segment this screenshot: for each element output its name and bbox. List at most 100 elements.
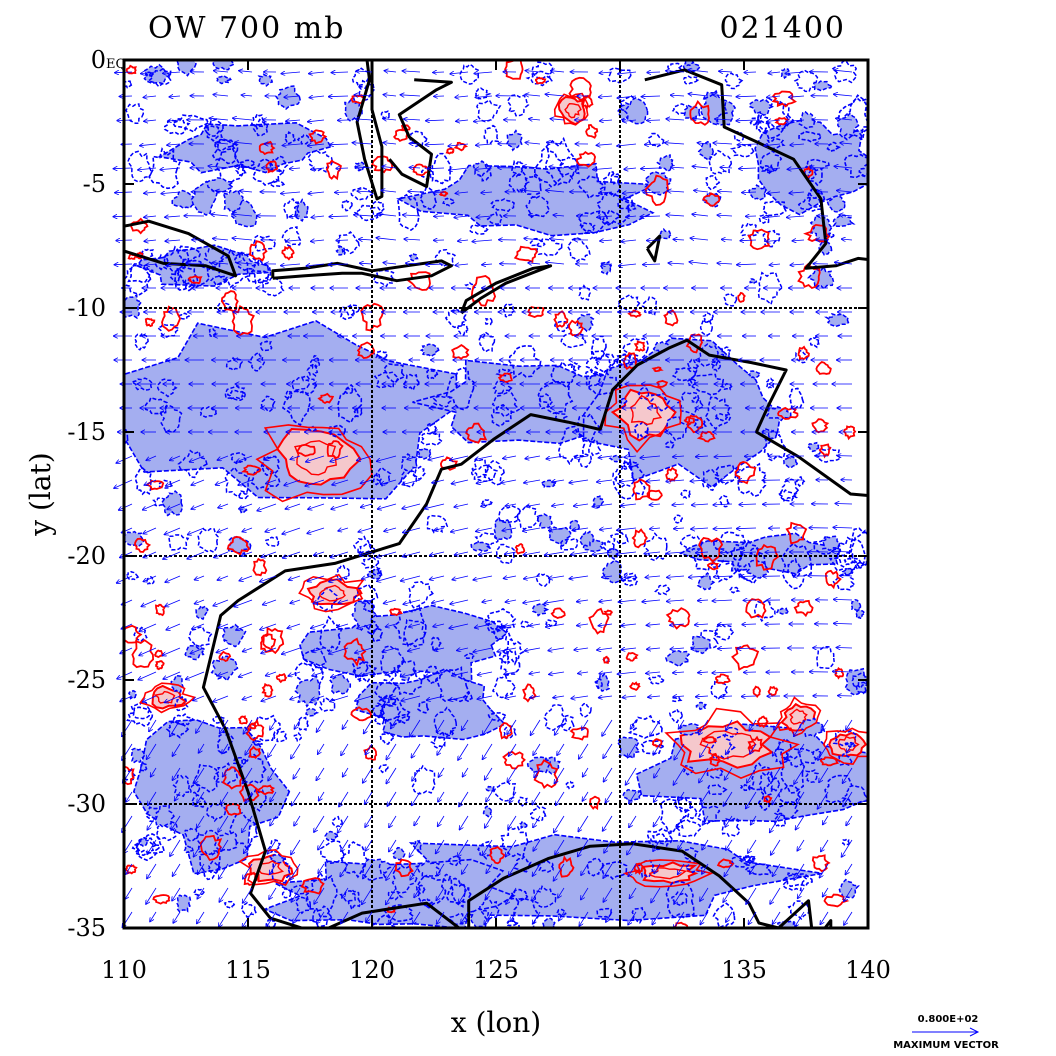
positive-cell (356, 341, 376, 359)
negative-cell (417, 447, 432, 461)
wind-vector (290, 863, 301, 880)
wind-vector (236, 623, 253, 630)
positive-cell (568, 76, 592, 103)
wind-vector (628, 911, 637, 925)
wind-vector (714, 528, 733, 529)
wind-vector (332, 72, 349, 73)
wind-vector (146, 455, 157, 460)
wind-vector (433, 192, 445, 193)
wind-vector (404, 239, 421, 240)
wind-vector (628, 743, 637, 758)
negative-cell (479, 897, 500, 921)
wind-vector (312, 647, 325, 652)
positive-cell (134, 537, 152, 553)
negative-cell (257, 73, 274, 87)
negative-cell (392, 846, 406, 861)
wind-vector (165, 240, 181, 241)
wind-vector (713, 143, 733, 144)
negative-contour (134, 467, 153, 496)
wind-vector (794, 863, 805, 880)
wind-vector (674, 911, 685, 929)
negative-cell (525, 70, 553, 87)
wind-vector (362, 576, 373, 579)
wind-vector (401, 695, 421, 701)
wind-vector (171, 815, 181, 830)
wind-vector (578, 839, 589, 857)
negative-cell (599, 260, 613, 276)
wind-vector (217, 575, 229, 580)
negative-cell (199, 406, 218, 418)
negative-cell (371, 568, 381, 576)
wind-vector (384, 599, 397, 603)
wind-vector (525, 455, 541, 459)
wind-vector (599, 192, 613, 193)
negative-cell (184, 644, 206, 661)
negative-cell (781, 872, 808, 892)
wind-vector (331, 551, 349, 557)
wind-vector (365, 839, 373, 851)
wind-vector (283, 144, 301, 146)
positive-contour-layer (124, 60, 868, 928)
wind-vector (722, 239, 733, 240)
negative-contour (233, 251, 260, 272)
legend-arrowhead-icon (969, 1027, 980, 1037)
wind-vector (449, 168, 469, 170)
wind-vector (336, 168, 349, 169)
negative-cell (578, 702, 592, 718)
wind-vector (569, 479, 589, 483)
wind-vector (834, 94, 853, 96)
wind-vector (210, 118, 229, 120)
negative-cell (353, 583, 379, 606)
y-tick-label: -20 (67, 542, 106, 570)
wind-vector (653, 839, 661, 851)
wind-vector (820, 911, 829, 924)
wind-vector (454, 216, 469, 218)
wind-vector (679, 719, 685, 729)
wind-vector (719, 71, 733, 72)
wind-vector (641, 168, 661, 169)
wind-vector (550, 239, 565, 240)
negative-cell (281, 226, 302, 248)
wind-vector (510, 911, 517, 921)
negative-cell (564, 780, 575, 790)
negative-contour (319, 615, 343, 653)
wind-vector (604, 767, 613, 782)
wind-vector (556, 791, 565, 805)
wind-vector (689, 94, 709, 96)
negative-contour (171, 114, 209, 133)
wind-vector (410, 167, 421, 168)
wind-vector (673, 696, 685, 697)
positive-cell (231, 305, 255, 336)
negative-cell (578, 453, 592, 468)
wind-vector (343, 767, 349, 777)
wind-vector (696, 456, 709, 457)
wind-vector (140, 144, 157, 146)
wind-vector (623, 120, 637, 121)
wind-vector (284, 96, 301, 97)
wind-vector (148, 791, 157, 805)
wind-vector (531, 719, 541, 735)
negative-cell (262, 277, 285, 297)
wind-vector (767, 192, 781, 193)
negative-contour (577, 175, 605, 200)
negative-cell (718, 494, 730, 508)
negative-cell (442, 197, 456, 207)
y-tick-label: 0 (91, 46, 106, 74)
negative-cell (491, 674, 517, 699)
positive-cell (550, 607, 566, 619)
positive-cell (265, 160, 278, 174)
negative-cell (474, 87, 492, 100)
negative-cell (344, 387, 354, 395)
wind-vector (187, 551, 205, 559)
wind-vector (268, 767, 277, 781)
negative-cell (340, 197, 353, 212)
negative-cell (808, 335, 820, 349)
wind-vector (602, 719, 613, 736)
wind-vector (737, 648, 757, 649)
wind-vector (318, 839, 325, 850)
wind-vector (257, 503, 277, 511)
wind-vector (270, 719, 277, 730)
wind-vector (646, 672, 661, 673)
wind-vector (120, 695, 133, 701)
negative-cell (240, 901, 257, 919)
